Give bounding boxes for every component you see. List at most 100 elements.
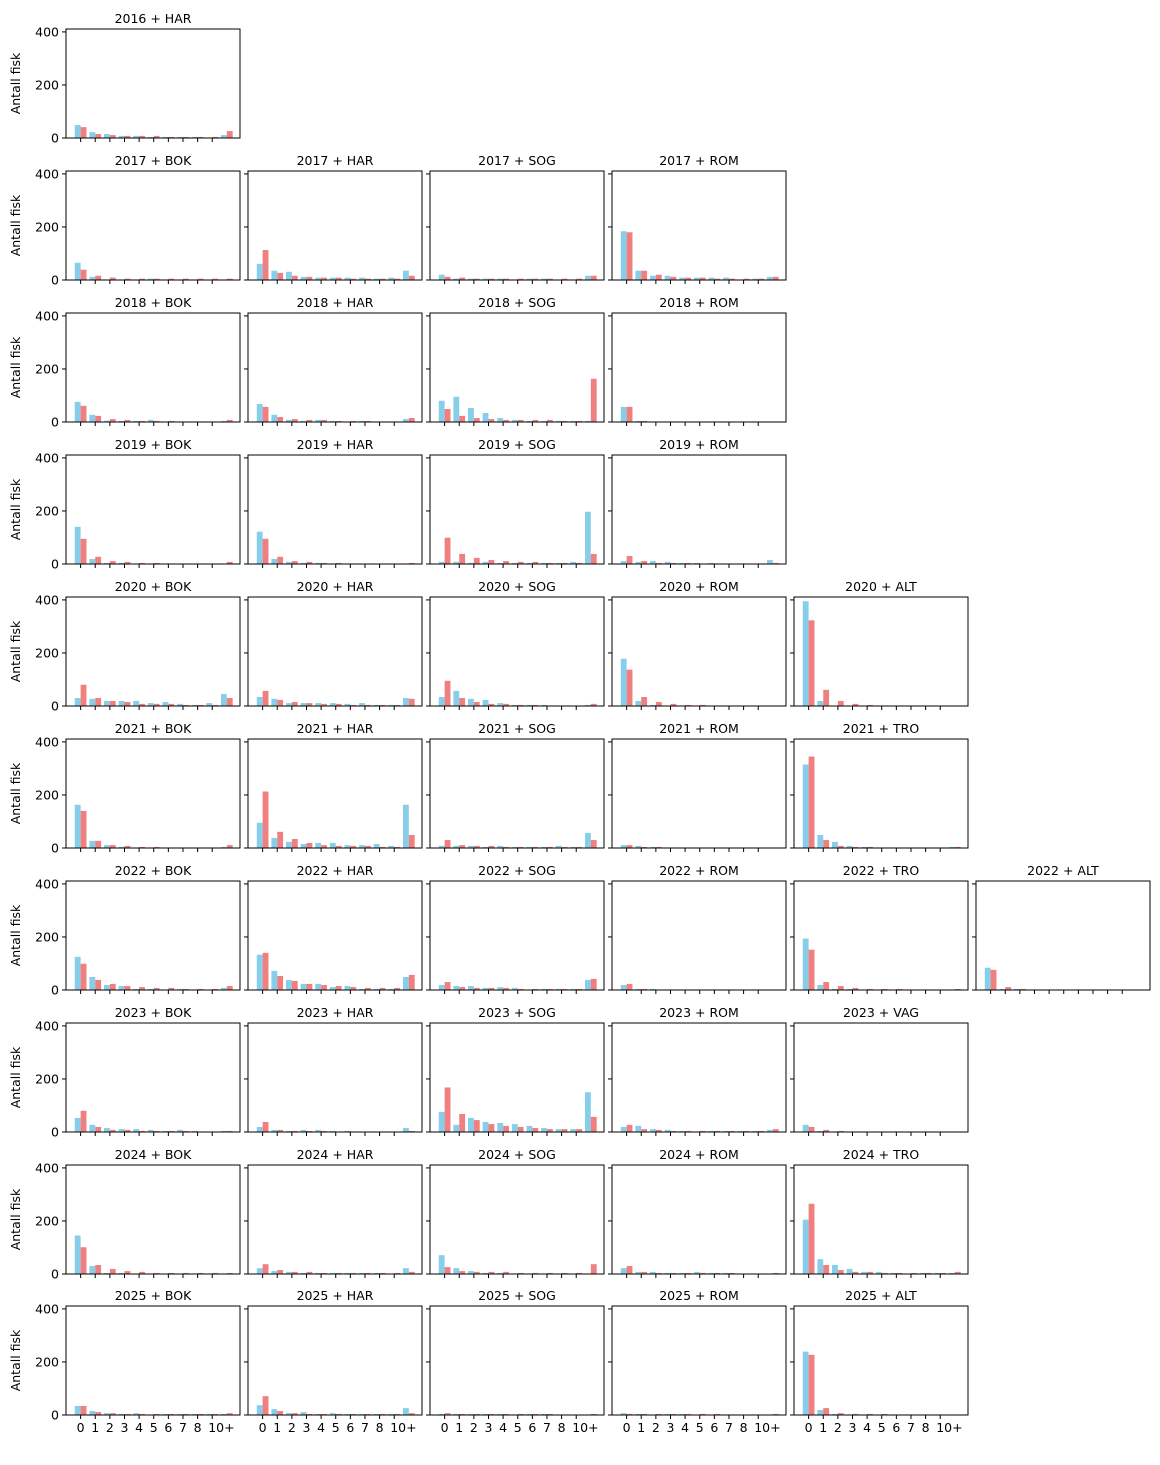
bar-series-b (153, 562, 160, 564)
bar-series-a (206, 1413, 213, 1415)
bar-series-b (641, 270, 648, 280)
bar-series-b (226, 1130, 233, 1132)
bar-series-b (444, 1413, 451, 1415)
bar-series-a (846, 988, 853, 990)
x-tick-label: 2 (470, 1420, 478, 1435)
bar-series-b (197, 704, 204, 706)
panel-frame (429, 880, 605, 991)
bar-series-b (379, 1272, 386, 1274)
bar-series-b (459, 987, 466, 990)
panel-frame (247, 738, 423, 849)
bar-series-a (620, 231, 627, 280)
bar-series-a (584, 1092, 591, 1132)
bar-series-a (468, 1413, 474, 1415)
bar-series-b (139, 135, 145, 138)
bar-series-b (925, 1272, 932, 1274)
bar-series-a (220, 420, 227, 422)
bar-series-a (723, 1130, 729, 1132)
bar-series-b (80, 405, 87, 422)
bar-series-b (561, 562, 568, 564)
bar-series-a (402, 1268, 409, 1274)
bar-series-b (182, 278, 189, 280)
bar-series-a (256, 263, 263, 280)
bar-series-b (670, 1413, 677, 1415)
bar-series-b (306, 703, 313, 706)
bar-series-a (344, 703, 351, 706)
bar-series-b (212, 704, 219, 706)
bar-series-a (497, 1413, 504, 1415)
bar-series-b (226, 419, 233, 422)
bar-series-b (503, 278, 509, 280)
panel-title: 2023 + BOK (115, 1005, 192, 1020)
panel: 2021 + TRO (790, 721, 969, 852)
bar-series-b (517, 561, 524, 564)
y-tick-label: 200 (35, 929, 59, 944)
bar-series-a (206, 703, 213, 706)
bar-series-a (438, 1255, 445, 1274)
bar-series-b (758, 278, 765, 280)
bar-series-a (802, 601, 809, 706)
bar-series-b (444, 680, 451, 706)
bar-series-b (546, 278, 553, 280)
bar-series-b (168, 278, 175, 280)
bar-series-a (861, 846, 868, 848)
bar-series-b (699, 1272, 706, 1274)
bar-series-b (408, 1413, 415, 1415)
panel: 2016 + HAR 0 200 400 Antall fisk (8, 11, 241, 146)
bar-series-a (286, 1130, 292, 1132)
bar-series-a (388, 1413, 395, 1415)
panel-frame (65, 596, 241, 707)
bar-series-b (823, 1264, 830, 1274)
x-tick-label: 5 (150, 1420, 158, 1435)
panel-title: 2020 + BOK (115, 579, 192, 594)
bar-series-b (940, 1272, 947, 1274)
panel-frame (65, 1305, 241, 1416)
bar-series-b (772, 562, 779, 564)
bar-series-a (453, 845, 460, 848)
panel-frame (611, 1164, 787, 1275)
y-tick-label: 0 (51, 983, 59, 998)
bar-series-a (679, 1130, 686, 1132)
panel-frame (65, 1164, 241, 1275)
bar-series-a (846, 845, 853, 848)
bar-series-a (329, 1130, 336, 1132)
bar-series-b (503, 1125, 509, 1132)
bar-series-b (546, 562, 553, 564)
bar-series-a (802, 938, 809, 990)
bar-series-b (954, 1271, 961, 1274)
bar-series-b (153, 987, 160, 990)
bar-series-b (291, 980, 298, 990)
bar-series-a (511, 562, 518, 564)
bar-series-b (139, 987, 145, 990)
panel-title: 2019 + HAR (297, 437, 374, 452)
bar-series-a (118, 700, 125, 706)
bar-series-b (517, 846, 524, 848)
panel-frame (247, 880, 423, 991)
bar-series-a (300, 1272, 307, 1274)
bar-series-a (315, 419, 322, 422)
panel: 2018 + ROM (608, 295, 787, 426)
bar-series-a (344, 1130, 351, 1132)
bar-series-b (95, 1126, 102, 1132)
panel-frame (611, 312, 787, 423)
bar-series-a (315, 1272, 322, 1274)
bar-series-a (453, 690, 460, 706)
bar-series-a (766, 1129, 773, 1132)
bar-series-b (685, 562, 691, 564)
bar-series-b (1005, 987, 1012, 990)
bar-series-b (124, 561, 131, 564)
bar-series-b (139, 846, 145, 848)
bar-series-a (541, 420, 547, 422)
panel-title: 2016 + HAR (115, 11, 192, 26)
bar-series-a (482, 987, 489, 990)
panel-title: 2019 + SOG (478, 437, 556, 452)
bar-series-a (74, 1405, 81, 1415)
y-tick-label: 400 (35, 734, 59, 749)
bar-series-a (220, 846, 227, 848)
panel: 2022 + ALT (972, 863, 1151, 994)
x-tick-label: 8 (922, 1420, 930, 1435)
y-tick-label: 200 (35, 1213, 59, 1228)
bar-series-b (641, 988, 648, 990)
bar-series-b (561, 1272, 568, 1274)
bar-series-b (408, 698, 415, 706)
